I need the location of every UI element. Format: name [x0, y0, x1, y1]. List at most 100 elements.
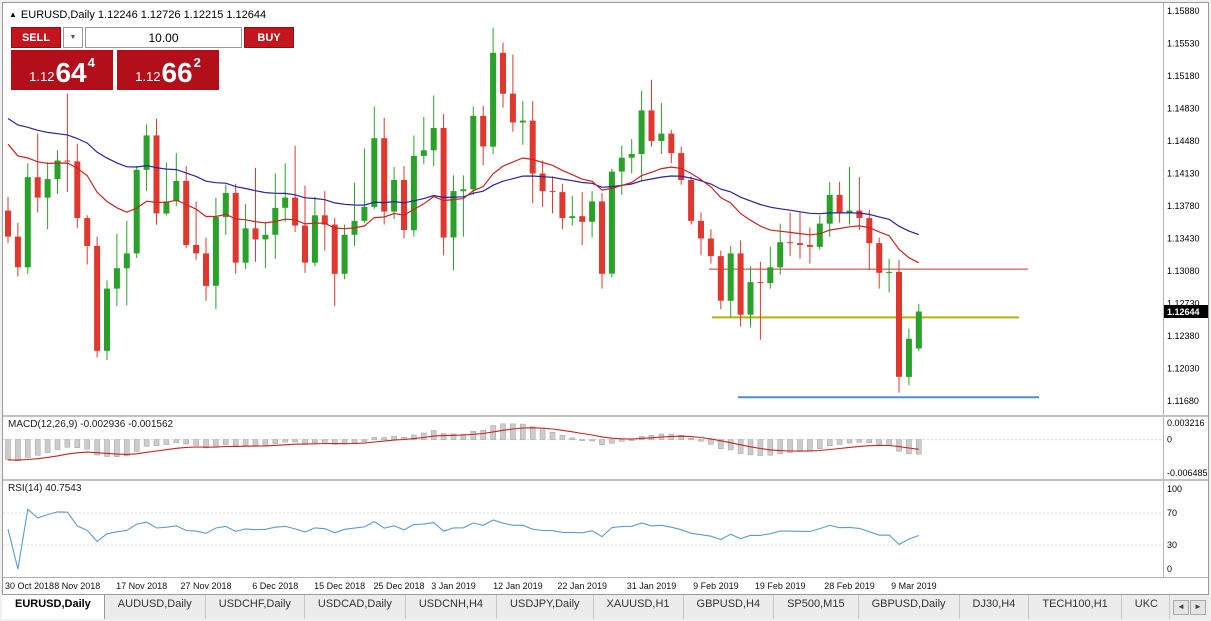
macd-histogram-bar: [708, 439, 714, 445]
date-axis-label: 25 Dec 2018: [373, 581, 425, 591]
candle-body: [648, 110, 655, 141]
candle-body: [450, 191, 457, 238]
macd-histogram-bar: [757, 439, 764, 456]
sell-price-display[interactable]: 1.12 64 4: [11, 50, 113, 90]
candle-body: [698, 220, 704, 239]
candle-body: [104, 288, 110, 351]
volume-input[interactable]: [85, 27, 242, 48]
candle-body: [707, 238, 714, 257]
candle-body: [430, 128, 437, 151]
candle-body: [54, 160, 61, 180]
candle-body: [529, 120, 536, 174]
rsi-axis-label: 0: [1167, 564, 1172, 574]
candle-body: [133, 169, 140, 254]
candle-body: [440, 128, 447, 238]
tabs-scroll-right-button[interactable]: ►: [1190, 599, 1206, 615]
price-panel: 1.15880 1.15530 1.15180 1.14830 1.14480 1.141…: [3, 3, 1208, 415]
candle-body: [836, 194, 843, 214]
rsi-name: RSI(14): [8, 483, 43, 494]
candle-body: [252, 228, 259, 240]
volume-dropdown[interactable]: ▼: [63, 27, 83, 48]
time-axis[interactable]: 30 Oct 2018 8 Nov 2018 17 Nov 2018 27 Nov 2…: [3, 577, 1208, 594]
chart-tab-SP500-M15[interactable]: SP500,M15: [774, 595, 859, 619]
macd-histogram-bar: [440, 433, 447, 440]
candle-body: [539, 173, 546, 192]
macd-histogram-bar: [34, 439, 41, 456]
candle-body: [14, 236, 21, 268]
candle-body: [173, 180, 180, 202]
chart-tab-USDCNH-H4[interactable]: USDCNH,H4: [405, 595, 498, 619]
macd-histogram-bar: [44, 439, 51, 453]
candle-body: [302, 225, 308, 263]
chart-tab-DJ30-H4[interactable]: DJ30,H4: [959, 595, 1030, 619]
candle-body: [113, 268, 120, 289]
candle-body: [846, 210, 853, 214]
chart-tab-TECH100-H1[interactable]: TECH100,H1: [1029, 595, 1122, 619]
candle-body: [896, 271, 902, 377]
rsi-value: 40.7543: [45, 483, 82, 494]
macd-histogram-bar: [609, 439, 615, 444]
macd-histogram-bar: [797, 439, 803, 452]
macd-histogram-bar: [896, 439, 902, 452]
candle-body: [74, 161, 81, 218]
chart-tab-USDJPY-Daily[interactable]: USDJPY,Daily: [497, 595, 594, 619]
macd-chart-canvas[interactable]: 0.003216 0 -0.006485: [3, 417, 1208, 479]
macd-histogram-bar: [460, 433, 467, 440]
macd-panel: 0.003216 0 -0.006485 MACD(12,26,9) -0.0029…: [3, 415, 1208, 479]
candle-body: [331, 224, 338, 274]
candle-body: [826, 194, 833, 224]
macd-histogram-bar: [312, 439, 318, 443]
macd-histogram-bar: [718, 439, 724, 449]
macd-histogram-bar: [737, 439, 744, 454]
candle-body: [638, 110, 645, 154]
chart-tab-USDCAD-Daily[interactable]: USDCAD,Daily: [304, 595, 406, 619]
macd-histogram-bar: [619, 439, 625, 442]
candle-body: [549, 191, 556, 193]
price-axis-label: 1.11680: [1167, 396, 1199, 406]
candle-body: [292, 197, 299, 226]
candle-body: [242, 228, 249, 263]
candle-body: [24, 177, 31, 268]
candle-body: [84, 218, 91, 246]
chart-tab-UKC[interactable]: UKC: [1121, 595, 1172, 619]
candle-body: [470, 115, 477, 190]
candle-body: [500, 52, 506, 94]
macd-histogram-bar: [688, 437, 694, 440]
macd-signal-line: [7, 427, 919, 461]
one-click-trading-widget: SELL ▼ BUY 1.12 64 4 1.12 66: [11, 27, 294, 90]
chart-tab-GBPUSD-Daily[interactable]: GBPUSD,Daily: [858, 595, 960, 619]
macd-histogram-bar: [480, 430, 486, 440]
candle-body: [628, 154, 635, 158]
rsi-chart-canvas[interactable]: 100 70 30 0: [3, 481, 1208, 577]
candle-body: [905, 338, 912, 377]
macd-histogram-bar: [84, 439, 90, 450]
macd-histogram-bar: [351, 439, 358, 444]
chart-tab-GBPUSD-H4[interactable]: GBPUSD,H4: [683, 595, 775, 619]
macd-histogram-bar: [292, 439, 298, 443]
chart-tab-XAUUSD-H1[interactable]: XAUUSD,H1: [593, 595, 684, 619]
macd-histogram-bar: [322, 439, 328, 443]
buy-price-display[interactable]: 1.12 66 2: [117, 50, 219, 90]
candle-body: [361, 206, 368, 221]
buy-button[interactable]: BUY: [244, 27, 294, 48]
macd-histogram-bar: [866, 439, 873, 444]
price-chart-canvas[interactable]: 1.15880 1.15530 1.15180 1.14830 1.14480 1.141…: [3, 3, 1208, 415]
chart-tab-USDCHF-Daily[interactable]: USDCHF,Daily: [205, 595, 305, 619]
chart-tab-AUDUSD-Daily[interactable]: AUDUSD,Daily: [104, 595, 206, 619]
macd-histogram-bar: [54, 439, 61, 450]
macd-histogram-bar: [391, 435, 397, 440]
price-axis-label: 1.12030: [1167, 364, 1200, 374]
candle-body: [401, 180, 407, 231]
candle-body: [747, 282, 754, 315]
macd-histogram-bar: [203, 439, 209, 449]
tabs-scroll-left-button[interactable]: ◄: [1173, 599, 1189, 615]
buy-price-pip: 2: [193, 55, 201, 70]
chart-tab-EURUSD-Daily[interactable]: EURUSD,Daily: [2, 595, 105, 619]
sell-button[interactable]: SELL: [11, 27, 61, 48]
candle-body: [856, 210, 863, 218]
macd-histogram-bar: [124, 439, 130, 457]
candle-body: [420, 150, 427, 156]
price-axis-label: 1.15880: [1167, 6, 1200, 16]
date-axis-label: 9 Feb 2019: [693, 581, 739, 591]
